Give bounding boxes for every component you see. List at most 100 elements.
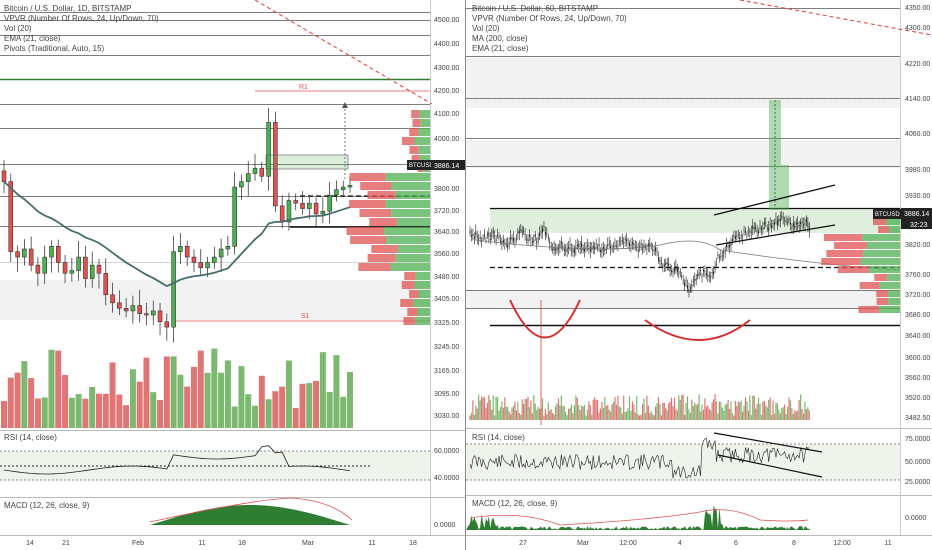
right-candle-body <box>740 235 742 237</box>
right-price-tick: 3560.00 <box>905 375 930 382</box>
right-candle-body <box>713 271 715 275</box>
left-vpvr-up <box>385 173 430 181</box>
right-volume-bar <box>789 400 792 420</box>
left-volume-bar <box>55 350 62 428</box>
left-volume-bar <box>7 377 14 428</box>
right-candle-body <box>637 249 639 252</box>
right-candle-body <box>472 233 474 237</box>
right-x-tick: 8 <box>792 540 796 547</box>
left-volume-bar <box>204 372 211 428</box>
right-volume-bar <box>544 408 546 420</box>
left-legend-pivots[interactable]: Pivots (Traditional, Auto, 15) <box>4 44 105 53</box>
right-volume-bar <box>784 404 786 420</box>
right-candle-body <box>486 234 488 236</box>
right-rsi-label[interactable]: RSI (14, close) <box>472 433 525 442</box>
left-price-tick: 4500.00 <box>434 17 459 24</box>
right-volume-bar <box>637 414 639 420</box>
left-legend-ema[interactable]: EMA (21, close) <box>4 34 61 43</box>
right-candle-body <box>697 274 699 277</box>
right-legend-ema[interactable]: EMA (21, close) <box>472 44 529 53</box>
left-vpvr-up <box>415 272 430 280</box>
right-price-tick: 3520.00 <box>905 395 930 402</box>
left-legend-vpvr[interactable]: VPVR (Number Of Rows, 24, Up/Down, 70) <box>4 14 159 23</box>
left-price-tick: 4400.00 <box>434 41 459 48</box>
left-macd-label[interactable]: MACD (12, 26, close, 9) <box>4 501 90 510</box>
right-volume-bar <box>705 406 707 420</box>
right-candle-body <box>492 230 494 234</box>
right-candle-body <box>475 231 477 236</box>
right-volume-bar <box>475 405 477 420</box>
right-candle-body <box>768 227 770 232</box>
right-candle-body <box>734 236 736 239</box>
right-candle-body <box>781 215 783 217</box>
right-legend-vpvr[interactable]: VPVR (Number Of Rows, 24, Up/Down, 70) <box>472 14 627 23</box>
right-candle-body <box>797 222 799 225</box>
right-candle-body <box>552 248 554 250</box>
right-price-tick: 3720.00 <box>905 292 930 299</box>
right-volume-bar <box>618 406 620 420</box>
right-candle-body <box>585 247 587 249</box>
right-vpvr-down <box>878 226 890 233</box>
right-candle-body <box>565 250 567 252</box>
left-candle-body <box>123 307 129 312</box>
left-legend-symbol[interactable]: Bitcoin / U.S. Dollar, 1D, BITSTAMP <box>4 4 132 13</box>
left-rsi-tick: 40.0000 <box>434 475 459 482</box>
left-volume-bar <box>28 378 35 428</box>
right-volume-bar <box>750 415 752 420</box>
left-candle-body <box>8 181 14 252</box>
right-candle-body <box>763 222 765 225</box>
right-price-tick: 3820.00 <box>905 242 930 249</box>
right-candle-body <box>733 235 735 238</box>
left-rsi-band <box>0 451 430 480</box>
right-volume-bar <box>602 407 604 420</box>
left-candle-body <box>191 256 197 263</box>
left-legend-vol[interactable]: Vol (20) <box>4 24 32 33</box>
right-volume-bar <box>715 401 718 420</box>
right-legend-ma[interactable]: MA (200, close) <box>472 34 528 43</box>
right-x-tick: 4 <box>678 540 682 547</box>
left-candle-body <box>110 294 115 304</box>
right-volume-bar <box>573 405 575 420</box>
right-volume-bar <box>576 397 578 420</box>
left-vpvr-down <box>409 290 419 298</box>
right-legend-vol[interactable]: Vol (20) <box>472 24 500 33</box>
right-volume-bar <box>582 406 584 420</box>
right-volume-bar <box>653 415 655 420</box>
right-target-box-1 <box>769 100 781 210</box>
right-volume-bar <box>643 398 645 420</box>
right-volume-bar <box>565 411 567 420</box>
left-volume-bar <box>292 407 299 428</box>
left-price-tick: 3405.00 <box>434 296 459 303</box>
left-rsi-label[interactable]: RSI (14, close) <box>4 433 57 442</box>
right-macd-label[interactable]: MACD (12, 26, close, 9) <box>472 499 558 508</box>
right-candle-body <box>662 266 664 268</box>
right-volume-bar <box>792 414 794 420</box>
right-candle-body <box>789 222 791 225</box>
right-volume-bar <box>676 410 678 420</box>
right-candle-body <box>711 272 713 273</box>
right-price-tick: 3680.00 <box>905 312 930 319</box>
left-vpvr-down <box>349 173 386 181</box>
left-volume-bar <box>21 361 28 428</box>
right-vpvr-up <box>886 218 900 225</box>
right-volume-bar <box>771 414 773 420</box>
left-price-tick: 3325.00 <box>434 320 459 327</box>
right-volume-bar <box>708 408 710 420</box>
right-candle-body <box>569 244 571 245</box>
right-candle-body <box>604 248 606 251</box>
left-x-tick: Mar <box>302 540 315 547</box>
left-volume-bar <box>245 394 252 428</box>
right-candle-body <box>676 267 678 272</box>
right-volume-bar <box>541 398 544 420</box>
right-volume-bar <box>757 397 760 420</box>
right-candle-body <box>568 246 570 249</box>
right-volume-bar <box>495 396 497 420</box>
right-volume-bar <box>566 415 568 420</box>
right-volume-bar <box>636 396 638 420</box>
right-volume-bar <box>743 405 745 420</box>
right-channel-lower <box>715 224 836 246</box>
right-volume-bar <box>572 413 574 420</box>
right-legend-symbol[interactable]: Bitcoin / U.S. Dollar, 60, BITSTAMP <box>472 4 599 13</box>
right-price-tick: 4350.00 <box>905 5 930 12</box>
